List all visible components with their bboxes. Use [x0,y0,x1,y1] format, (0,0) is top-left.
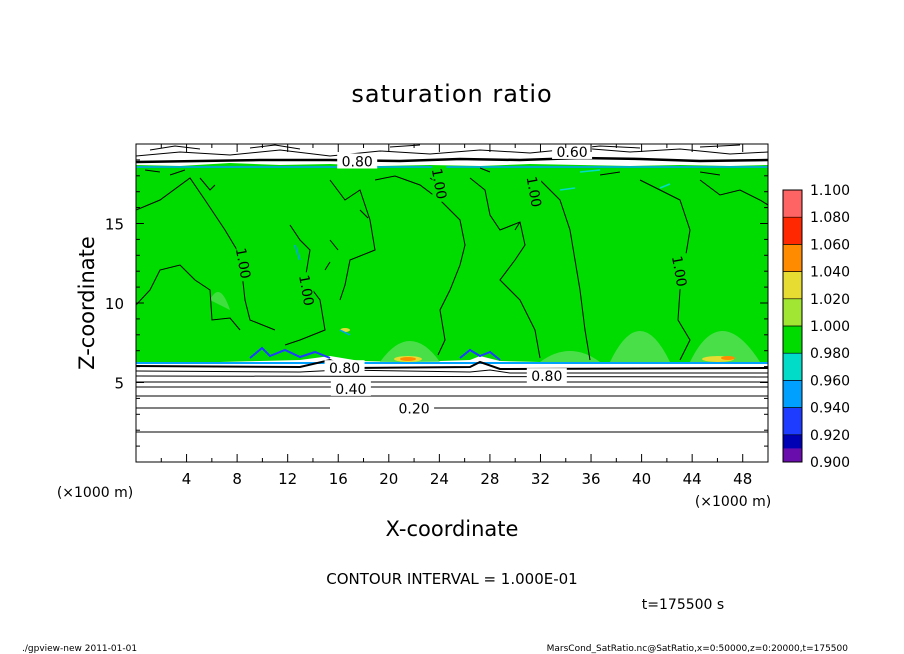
footer-right: MarsCond_SatRatio.nc@SatRatio,x=0:50000,… [547,644,849,654]
x-tick-label: 24 [430,470,449,488]
contour-interval: CONTOUR INTERVAL = 1.000E-01 [326,570,577,588]
light-green-patch [380,341,440,362]
colorbar-bin [783,407,802,435]
contour-label: 1.00 [523,175,544,208]
x-tick-label: 32 [531,470,550,488]
light-green-patch [690,331,760,362]
high-value-spot [400,357,416,361]
colorbar-bin [783,217,802,245]
contour-label: 0.80 [531,369,562,385]
contour-label: 1.00 [668,255,689,288]
contour-label: 1.00 [428,167,449,200]
high-value-spot [721,356,735,360]
colorbar-label: 1.080 [810,210,850,226]
colorbar: 0.900 0.920 0.940 0.960 0.980 1.000 1.020 1.040… [782,183,850,471]
colorbar-label: 0.980 [810,346,850,362]
contour-label: 1.00 [232,247,253,280]
colorbar-bin [783,271,802,299]
contour-label-bg [236,245,251,282]
light-green-patch [210,292,230,310]
contour-label: 0.80 [342,154,373,170]
contour-label: 1.00 [295,274,316,307]
contour-label-bg [552,143,593,159]
x-unit-label-right: (×1000 m) [695,494,771,510]
x-tick-label: 4 [182,470,192,488]
contour-label-bg [299,272,314,309]
contour-label: 0.40 [335,382,366,398]
time-label: t=175500 s [642,597,724,613]
x-unit-label: (×1000 m) [57,485,133,501]
saturated-region [136,163,768,363]
contour-label-bg [337,153,378,169]
x-axis-title: X-coordinate [386,517,519,541]
colorbar-label: 1.040 [810,265,850,281]
contour-lines-top [136,144,768,176]
colorbar-bin [783,298,802,326]
x-axis: 4 8 12 16 20 24 28 32 36 40 44 48 [160,144,752,488]
footer-left: ./gpview-new 2011-01-01 [22,644,137,654]
contour-lines-lower [136,358,768,433]
colorbar-bin [783,353,802,381]
x-tick-label: 20 [379,470,398,488]
colorbar-label: 1.000 [810,319,850,335]
colorbar-label: 1.060 [810,237,850,253]
x-tick-label: 12 [278,470,297,488]
x-tick-label: 16 [329,470,348,488]
fringe [559,169,671,191]
colorbar-label: 0.920 [810,428,850,444]
y-axis-title: Z-coordinate [75,236,99,370]
colorbar-bin [783,190,802,218]
colorbar-label: 0.900 [810,455,850,471]
contour-label: 0.60 [556,145,587,161]
y-tick-label: 5 [114,375,124,393]
colorbar-label: 1.020 [810,292,850,308]
contour-label-bg [432,165,447,202]
y-tick-label: 15 [105,216,124,234]
colorbar-label: 1.100 [810,183,850,199]
contour-label-bg [324,360,365,376]
fringe [294,244,351,336]
contour-label-bg [394,400,435,416]
contour-label: 0.80 [329,361,360,377]
contour-label-bg [330,380,371,396]
colorbar-bin [783,326,802,354]
contour-label-bg [527,173,542,210]
colorbar-bin-min [783,448,802,462]
light-green-patch [610,331,670,362]
y-axis: 5 10 15 [105,159,768,447]
light-green-patch [540,351,600,362]
fringe [459,348,501,361]
x-tick-label: 48 [733,470,752,488]
x-tick-label: 44 [683,470,702,488]
contour-label-bg [672,253,687,290]
x-tick-label: 36 [581,470,600,488]
plot-area: 0.20 0.40 0.80 0.80 0.80 0.60 1.00 1.00 1.00 1.00… [135,143,769,463]
x-tick-label: 28 [480,470,499,488]
fringe [249,346,331,359]
colorbar-label: 0.960 [810,373,850,389]
y-tick-label: 10 [105,295,124,313]
chart-title: saturation ratio [351,80,552,108]
x-tick-label: 40 [632,470,651,488]
x-tick-label: 8 [232,470,242,488]
colorbar-bin [783,244,802,272]
colorbar-label: 0.940 [810,401,850,417]
colorbar-bin [783,380,802,408]
contour-label: 0.20 [398,402,429,418]
contour-label-bg [526,368,567,384]
